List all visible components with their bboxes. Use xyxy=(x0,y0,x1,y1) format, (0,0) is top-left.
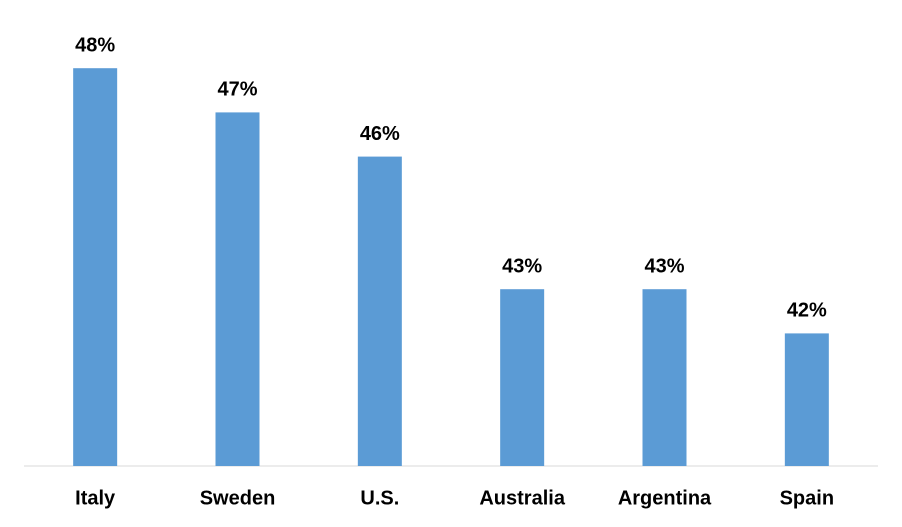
value-label: 43% xyxy=(502,255,542,277)
x-tick-label: Sweden xyxy=(200,487,276,509)
value-label: 47% xyxy=(217,79,257,101)
bar xyxy=(500,289,545,466)
bar xyxy=(784,333,829,466)
x-tick-label: Italy xyxy=(75,487,116,509)
x-tick-label: Argentina xyxy=(618,487,712,509)
x-tick-label: Spain xyxy=(780,487,834,509)
x-tick-label: U.S. xyxy=(360,487,399,509)
x-tick-label: Australia xyxy=(479,487,565,509)
bar xyxy=(215,112,260,467)
value-label: 43% xyxy=(644,255,684,277)
value-label: 42% xyxy=(787,300,827,322)
bar xyxy=(357,156,402,466)
value-label: 48% xyxy=(75,34,115,56)
bar xyxy=(73,68,118,466)
bar xyxy=(642,289,687,466)
value-label: 46% xyxy=(360,123,400,145)
